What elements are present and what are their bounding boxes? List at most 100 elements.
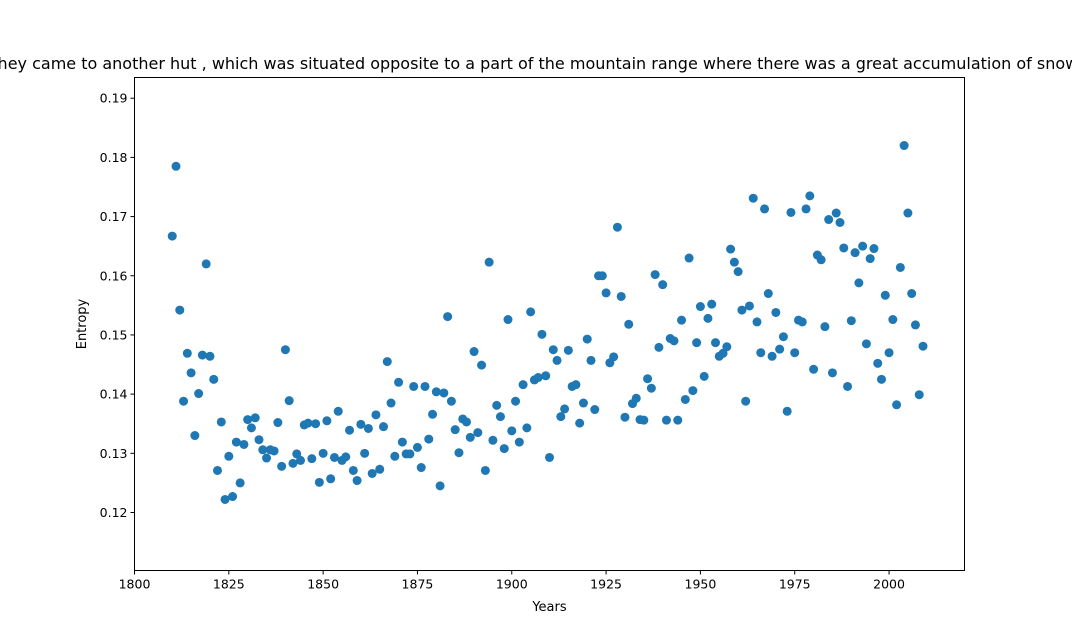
data-point: [590, 405, 600, 415]
x-tick-label: 1975: [779, 577, 811, 592]
y-tick-label: 0.17: [100, 209, 128, 224]
data-point: [446, 396, 456, 406]
data-point: [744, 301, 754, 311]
data-point: [575, 418, 585, 428]
x-tick-label: 1800: [119, 577, 151, 592]
data-point: [363, 423, 373, 433]
data-point: [892, 400, 902, 410]
data-point: [405, 449, 415, 459]
data-point: [314, 477, 324, 487]
data-point: [243, 415, 253, 425]
data-point: [269, 446, 279, 456]
data-point: [197, 350, 207, 360]
x-tick-label: 1925: [590, 577, 622, 592]
y-tick-label: 0.14: [100, 387, 128, 402]
data-point: [869, 244, 879, 254]
data-point: [284, 396, 294, 406]
data-point: [186, 368, 196, 378]
data-point: [341, 452, 351, 462]
data-point: [311, 419, 321, 429]
y-tick-label: 0.12: [100, 505, 128, 520]
data-point: [903, 208, 913, 218]
data-point: [246, 423, 256, 433]
data-point: [484, 257, 494, 267]
data-point: [688, 386, 698, 396]
data-point: [352, 476, 362, 486]
data-point: [416, 463, 426, 473]
data-point: [179, 396, 189, 406]
data-point: [239, 439, 249, 449]
x-tick-label: 1825: [213, 577, 245, 592]
data-point: [424, 434, 434, 444]
x-tick-label: 1950: [685, 577, 717, 592]
data-point: [360, 448, 370, 458]
data-point: [839, 243, 849, 253]
data-point: [692, 338, 702, 348]
data-point: [224, 451, 234, 461]
data-point: [854, 278, 864, 288]
data-point: [846, 316, 856, 326]
data-point: [371, 410, 381, 420]
data-point: [288, 458, 298, 468]
data-point: [843, 381, 853, 391]
data-point: [748, 193, 758, 203]
data-point: [254, 435, 264, 445]
data-point: [428, 409, 438, 419]
data-point: [673, 415, 683, 425]
y-axis-ticks: 0.12 0.13 0.14 0.15 0.16 0.17 0.18 0.19: [100, 91, 135, 520]
data-point: [545, 452, 554, 462]
y-axis-label: Entropy: [75, 298, 90, 349]
data-point: [277, 461, 287, 471]
data-point: [861, 339, 871, 349]
data-point: [707, 299, 717, 309]
data-point: [884, 348, 894, 358]
data-point: [367, 468, 377, 478]
data-point: [888, 315, 898, 325]
data-point: [786, 207, 796, 217]
data-point: [873, 358, 883, 368]
data-point: [880, 290, 890, 300]
data-point: [737, 305, 747, 315]
data-point: [216, 417, 226, 427]
data-point: [726, 244, 736, 254]
data-point: [616, 291, 626, 301]
x-axis-label: Years: [531, 600, 567, 615]
data-point: [292, 449, 302, 459]
y-tick-label: 0.16: [100, 268, 128, 283]
data-point: [190, 431, 200, 441]
data-point: [684, 253, 694, 263]
data-point: [409, 381, 419, 391]
data-point: [235, 478, 245, 488]
data-point: [480, 465, 490, 475]
data-point: [680, 394, 690, 404]
data-point: [439, 388, 449, 398]
data-point: [722, 342, 732, 352]
data-point: [654, 342, 664, 352]
data-point: [718, 348, 728, 358]
data-point: [345, 425, 355, 435]
data-point: [695, 302, 705, 312]
data-point: [831, 208, 841, 218]
data-point: [782, 406, 792, 416]
data-point: [703, 313, 713, 323]
data-point: [473, 428, 483, 438]
data-point: [865, 254, 875, 264]
data-point: [511, 396, 521, 406]
data-point: [597, 271, 607, 281]
data-point: [835, 218, 845, 227]
data-point: [620, 412, 630, 422]
data-point: [552, 355, 562, 365]
data-point: [348, 465, 358, 475]
data-point: [533, 373, 543, 383]
chart-title: They came to another hut , which was sit…: [0, 54, 1072, 73]
data-point: [729, 257, 739, 267]
data-point: [820, 322, 830, 332]
data-point: [213, 465, 222, 475]
data-point: [273, 418, 283, 428]
x-axis-ticks: 1800 1825 1850 1875 1900 1925 1950 1975 2000: [119, 570, 905, 592]
data-point: [518, 380, 528, 390]
data-point: [711, 338, 720, 348]
data-point: [548, 345, 558, 355]
data-point: [386, 398, 396, 408]
data-point: [797, 317, 807, 327]
